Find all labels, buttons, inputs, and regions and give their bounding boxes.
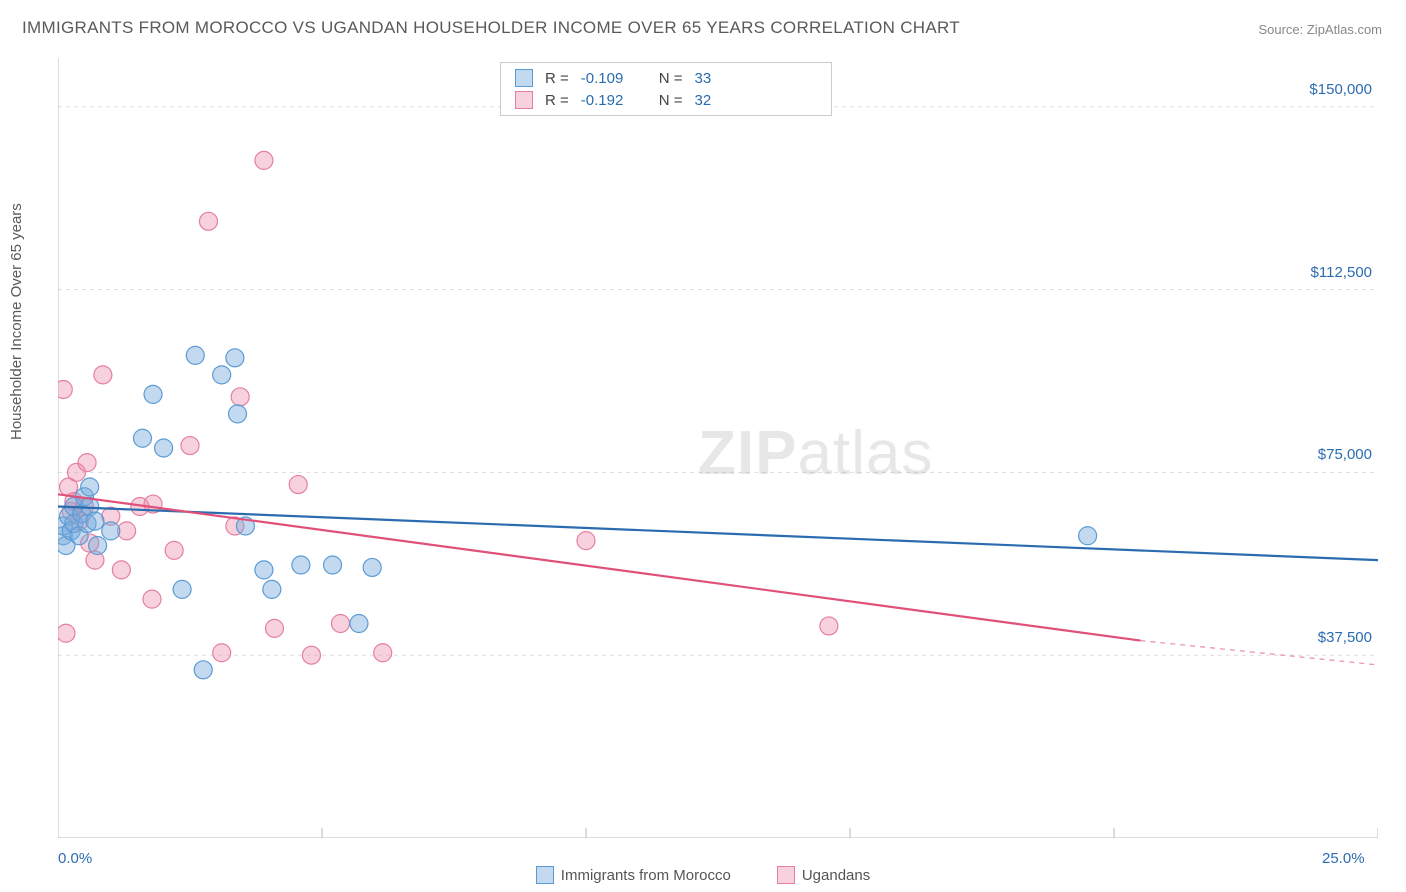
x-axis-max-label: 25.0% [1322,850,1365,867]
chart-title: IMMIGRANTS FROM MOROCCO VS UGANDAN HOUSE… [22,18,960,38]
y-tick-label: $112,500 [1292,264,1372,281]
source-label: Source: ZipAtlas.com [1258,22,1382,37]
y-tick-label: $150,000 [1292,81,1372,98]
stats-row: R =-0.192N =32 [501,89,831,111]
y-axis-label: Householder Income Over 65 years [8,203,25,440]
legend-item: Ugandans [777,866,870,884]
x-axis-min-label: 0.0% [58,850,92,867]
series-legend: Immigrants from Morocco Ugandans [0,866,1406,884]
stats-row: R =-0.109N =33 [501,67,831,89]
stats-legend-box: R =-0.109N =33R =-0.192N =32 [500,62,832,116]
scatter-chart [58,58,1378,838]
legend-item: Immigrants from Morocco [536,866,731,884]
y-tick-label: $37,500 [1292,629,1372,646]
y-tick-label: $75,000 [1292,446,1372,463]
